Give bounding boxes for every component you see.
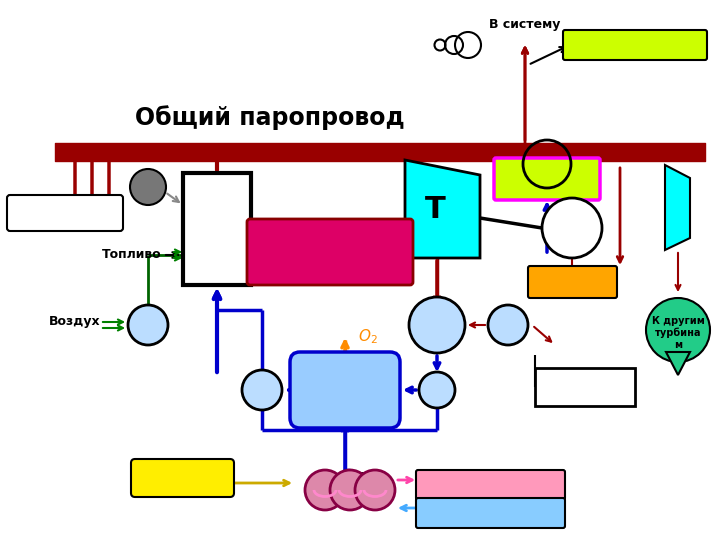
Circle shape: [242, 370, 282, 410]
Text: Топливо: Топливо: [102, 248, 162, 261]
Text: Местная нагрузка: Местная нагрузка: [577, 40, 693, 50]
Bar: [183, 173, 251, 285]
FancyBboxPatch shape: [247, 219, 413, 285]
Text: $O_2$: $O_2$: [358, 328, 378, 346]
Polygon shape: [665, 165, 690, 250]
Text: Т: Т: [425, 195, 446, 225]
Bar: [535, 368, 635, 406]
Text: Бойлер: Бойлер: [153, 471, 212, 485]
Circle shape: [330, 470, 370, 510]
FancyBboxPatch shape: [416, 470, 565, 500]
Circle shape: [305, 470, 345, 510]
Text: Г: Г: [565, 218, 579, 238]
Circle shape: [488, 305, 528, 345]
Text: ШН: ШН: [497, 320, 520, 330]
Text: ВВ: ВВ: [138, 319, 158, 332]
Circle shape: [646, 298, 710, 362]
FancyBboxPatch shape: [131, 459, 234, 497]
Polygon shape: [666, 352, 690, 375]
Text: К другим
турбина
м: К другим турбина м: [652, 316, 704, 350]
Text: РУ СН: РУ СН: [551, 275, 593, 288]
Circle shape: [542, 198, 602, 258]
Text: В систему: В систему: [490, 18, 561, 31]
Text: Отбор пара на
производство: Отбор пара на производство: [274, 238, 386, 266]
Text: ДВ: ДВ: [138, 180, 158, 193]
FancyBboxPatch shape: [290, 352, 400, 428]
Text: ПГ: ПГ: [199, 217, 235, 241]
Text: Холодная вода: Холодная вода: [435, 507, 545, 519]
FancyBboxPatch shape: [563, 30, 707, 60]
Text: ШН: ШН: [251, 385, 274, 395]
Text: От других ПГ: От других ПГ: [17, 206, 113, 219]
Text: И Х В: И Х В: [564, 380, 606, 394]
Circle shape: [130, 169, 166, 205]
Text: Э
К: Э К: [416, 314, 426, 336]
Circle shape: [355, 470, 395, 510]
Text: КН: КН: [428, 385, 446, 395]
Text: Д: Д: [334, 378, 356, 402]
FancyBboxPatch shape: [416, 498, 565, 528]
Text: Воздух: Воздух: [49, 315, 101, 328]
Circle shape: [409, 297, 465, 353]
Text: ХОВ: ХОВ: [346, 471, 379, 485]
FancyBboxPatch shape: [528, 266, 617, 298]
Circle shape: [419, 372, 455, 408]
Text: Общий паропровод: Общий паропровод: [135, 106, 405, 130]
Polygon shape: [405, 160, 480, 258]
FancyBboxPatch shape: [7, 195, 123, 231]
Circle shape: [128, 305, 168, 345]
Text: Горячая вода: Горячая вода: [441, 478, 539, 491]
FancyBboxPatch shape: [494, 158, 600, 200]
Text: РУ ТН: РУ ТН: [523, 172, 570, 186]
